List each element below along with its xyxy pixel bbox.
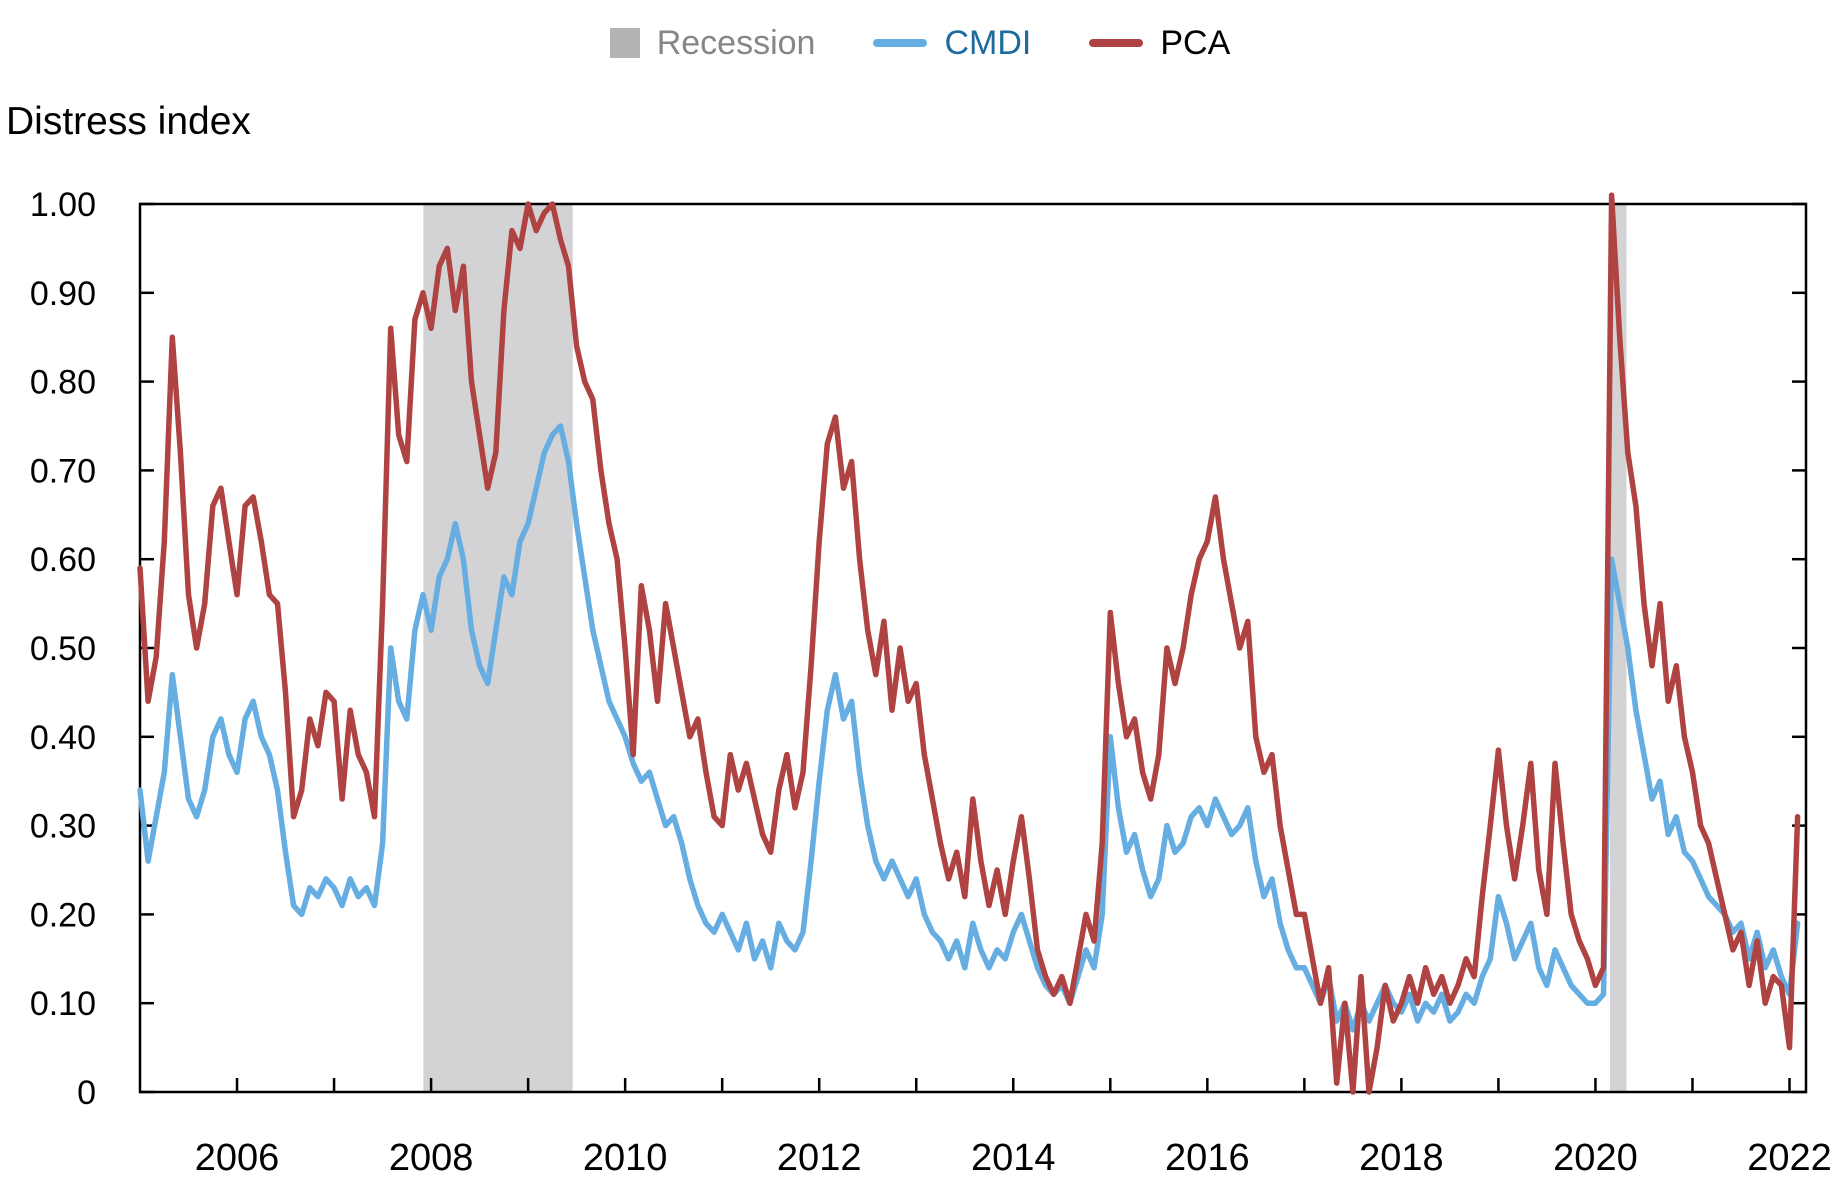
y-tick-label: 0.70 <box>30 452 96 490</box>
x-tick-label: 2014 <box>971 1137 1056 1179</box>
cmdi-line-swatch-icon <box>873 39 928 47</box>
legend-label-pca: PCA <box>1160 24 1231 62</box>
y-tick-label: 0.10 <box>30 985 96 1023</box>
x-tick-label: 2022 <box>1747 1137 1832 1179</box>
legend-item-recession: Recession <box>609 24 816 62</box>
x-tick-label: 2012 <box>777 1137 862 1179</box>
y-tick-label: 0 <box>77 1074 96 1112</box>
y-tick-label: 0.20 <box>30 896 96 934</box>
y-tick-label: 0.60 <box>30 541 96 579</box>
x-tick-label: 2008 <box>389 1137 474 1179</box>
legend-label-cmdi: CMDI <box>944 24 1032 62</box>
x-tick-label: 2006 <box>195 1137 280 1179</box>
y-tick-label: 0.80 <box>30 364 96 402</box>
y-tick-label: 0.90 <box>30 275 96 313</box>
x-tick-label: 2018 <box>1359 1137 1444 1179</box>
chart-legend: Recession CMDI PCA <box>0 24 1840 62</box>
legend-item-pca: PCA <box>1089 24 1230 62</box>
x-tick-label: 2016 <box>1165 1137 1250 1179</box>
cmdi-series-line <box>137 423 1801 1033</box>
recession-band-swatch-icon <box>609 28 640 58</box>
pca-series-line <box>137 192 1801 1095</box>
y-tick-label: 0.40 <box>30 719 96 757</box>
legend-item-cmdi: CMDI <box>873 24 1031 62</box>
legend-label-recession: Recession <box>656 24 816 62</box>
x-tick-label: 2020 <box>1553 1137 1638 1179</box>
y-tick-label: 0.30 <box>30 808 96 846</box>
recession-band <box>423 204 573 1092</box>
x-tick-label: 2010 <box>583 1137 668 1179</box>
pca-line-swatch-icon <box>1089 39 1144 47</box>
y-tick-label: 1.00 <box>30 186 96 224</box>
y-axis-title: Distress index <box>6 100 251 143</box>
y-tick-label: 0.50 <box>30 630 96 668</box>
recession-band <box>1610 204 1627 1092</box>
